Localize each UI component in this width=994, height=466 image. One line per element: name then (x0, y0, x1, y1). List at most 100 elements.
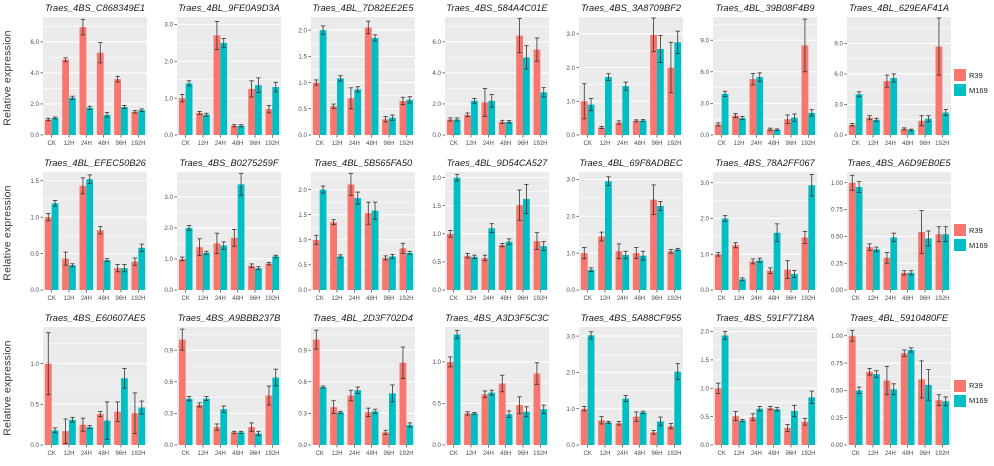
x-tick-label: 48H (768, 296, 779, 302)
error-bar (740, 116, 745, 121)
error-bar (338, 410, 343, 414)
error-bar (902, 127, 907, 131)
bar-r39 (196, 404, 203, 445)
bar-m169 (69, 265, 76, 290)
bar-r39 (883, 380, 891, 445)
error-bar (98, 226, 103, 235)
bar-m169 (674, 371, 682, 445)
x-tick-label: 192H (399, 141, 413, 147)
chart-panel (713, 17, 817, 135)
bar-m169 (86, 427, 94, 445)
y-tick-label: 2.0 (566, 65, 575, 72)
y-tick-label: 0.0 (164, 132, 173, 139)
error-bar (214, 21, 220, 50)
error-bar (390, 114, 395, 121)
x-tick-label: 12H (331, 451, 342, 457)
bar-r39 (213, 427, 221, 445)
error-bar (372, 201, 378, 220)
chart-row-3: Relative expression Traes_4BS_E60607AE5 0… (0, 310, 994, 466)
error-bar (448, 230, 453, 238)
error-bar (517, 189, 522, 221)
bar-m169 (523, 411, 530, 445)
y-tick-label: 1.00 (831, 333, 844, 340)
legend-item-m169: M169 (954, 394, 994, 407)
bar-m169 (907, 349, 915, 445)
error-bar (634, 119, 639, 123)
error-bar (856, 181, 862, 193)
bar-m169 (371, 37, 379, 135)
error-bar (675, 363, 680, 381)
bar-m169 (925, 238, 932, 290)
bar-m169 (203, 114, 210, 135)
bar-m169 (505, 241, 513, 290)
x-tick-label: 12H (465, 451, 476, 457)
error-bar (132, 392, 138, 435)
chart-panel (445, 17, 549, 135)
error-bar (348, 389, 354, 402)
chart-title: Traes_4BS_E60607AE5 (45, 313, 146, 323)
bar-r39 (766, 408, 774, 445)
error-bar (616, 243, 622, 260)
x-tick-label: 96H (383, 141, 394, 147)
y-tick-label: 0.3 (298, 411, 307, 418)
error-bar (139, 108, 144, 112)
x-tick-label: 192H (399, 451, 413, 457)
bar-m169 (471, 256, 478, 290)
error-bar (355, 86, 360, 93)
bar-m169 (471, 100, 478, 135)
chart-row-1: Relative expression Traes_4BS_C868349E1 0… (0, 0, 994, 155)
error-bar (407, 250, 412, 255)
bar-m169 (587, 104, 595, 135)
bar-m169 (855, 390, 863, 445)
bar-r39 (533, 241, 541, 290)
bar-r39 (935, 234, 943, 290)
bar-r39 (766, 270, 774, 290)
error-bar (115, 401, 120, 422)
bar-m169 (69, 419, 76, 445)
bar-m169 (121, 378, 128, 445)
y-tick-label: 3.0 (164, 22, 173, 29)
chart-title: Traes_4BS_78A2FF067 (715, 158, 815, 168)
x-tick-label: 96H (651, 451, 662, 457)
chart-panel (579, 172, 683, 290)
error-bar (400, 96, 406, 105)
bar-r39 (96, 230, 104, 290)
y-tick-label: 3.0 (566, 333, 575, 340)
error-bar (366, 201, 371, 225)
y-tick-label: 0.00 (831, 287, 844, 294)
error-bar (186, 225, 192, 231)
y-tick-label: 0.0 (298, 442, 307, 449)
x-tick-label: CK (717, 296, 725, 302)
legend-item-m169: M169 (954, 239, 994, 251)
chart-title: Traes_4BS_C868349E1 (45, 3, 145, 13)
error-bar (465, 253, 470, 259)
error-bar (454, 117, 460, 122)
bar-m169 (925, 384, 932, 445)
chart-title: Traes_4BS_B0275259F (179, 158, 279, 168)
error-bar (884, 252, 890, 264)
error-bar (943, 396, 948, 407)
bar-r39 (516, 405, 523, 445)
error-bar (884, 74, 890, 88)
error-bar (867, 368, 872, 376)
chart-title: Traes_4BL_9D54CA527 (447, 158, 548, 168)
y-tick-label: 4.0 (30, 70, 39, 77)
error-bar (63, 418, 68, 444)
error-bar (582, 83, 587, 120)
chart-panel (847, 327, 951, 445)
error-bar (874, 246, 879, 252)
y-tick-label: 1.5 (432, 203, 441, 210)
bar-r39 (801, 45, 809, 136)
bar-m169 (808, 397, 816, 445)
chart-panel (847, 17, 951, 135)
error-bar (640, 250, 646, 261)
x-tick-label: CK (181, 451, 189, 457)
bar-m169 (371, 210, 379, 290)
mini-chart: Traes_4BS_591F7718A 0.0 0.5 1.0 1.5 2.0 CK 12H 2… (700, 313, 817, 457)
bar-m169 (855, 187, 863, 290)
error-bar (482, 390, 488, 399)
mini-chart: Traes_4BS_3A8709BF2 0.0 1.0 2.0 3.0 CK 12H 24H 4… (566, 3, 683, 147)
error-bar (856, 386, 862, 395)
bar-m169 (471, 413, 478, 445)
x-tick-label: CK (181, 296, 189, 302)
